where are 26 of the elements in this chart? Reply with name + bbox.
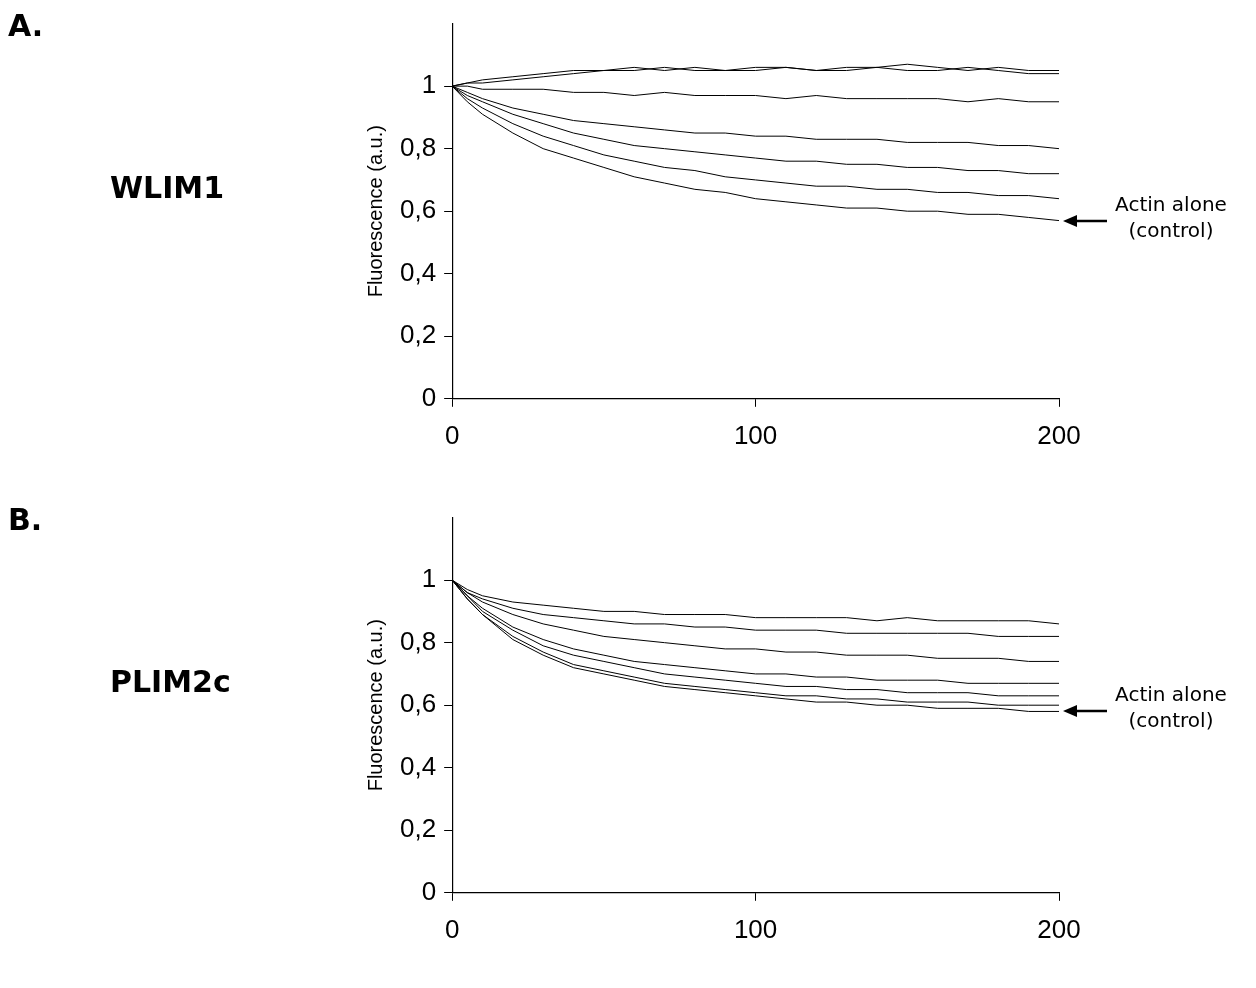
y-tick-label: 0,6 xyxy=(399,688,437,719)
y-axis-title: Fluorescence (a.u.) xyxy=(363,125,386,298)
text: A. xyxy=(8,8,44,43)
x-tick-label: 0 xyxy=(444,419,460,450)
x-tick-label: 100 xyxy=(733,913,778,944)
x-tick-label: 200 xyxy=(1037,913,1081,944)
y-tick-label: 0,4 xyxy=(399,256,437,287)
y-tick-label: 0,4 xyxy=(399,750,437,781)
x-tick-label: 200 xyxy=(1037,419,1081,450)
y-tick-label: 0 xyxy=(421,381,437,412)
x-tick-label: 0 xyxy=(444,913,460,944)
y-tick-label: 1 xyxy=(421,69,437,100)
y-axis-title: Fluorescence (a.u.) xyxy=(363,619,386,792)
annotation: Actin alone (control) xyxy=(1114,681,1228,734)
y-tick-label: 0,2 xyxy=(399,319,437,350)
text: WLIM1 xyxy=(110,170,225,205)
y-tick-label: 0 xyxy=(421,875,437,906)
y-tick-label: 1 xyxy=(421,563,437,594)
annotation: Actin alone (control) xyxy=(1114,190,1228,243)
text: PLIM2c xyxy=(110,664,231,699)
y-tick-label: 0,2 xyxy=(399,813,437,844)
x-tick-label: 100 xyxy=(733,419,778,450)
y-tick-label: 0,8 xyxy=(399,625,437,656)
y-tick-label: 0,6 xyxy=(399,194,437,225)
text: B. xyxy=(8,502,43,537)
y-tick-label: 0,8 xyxy=(399,131,437,162)
